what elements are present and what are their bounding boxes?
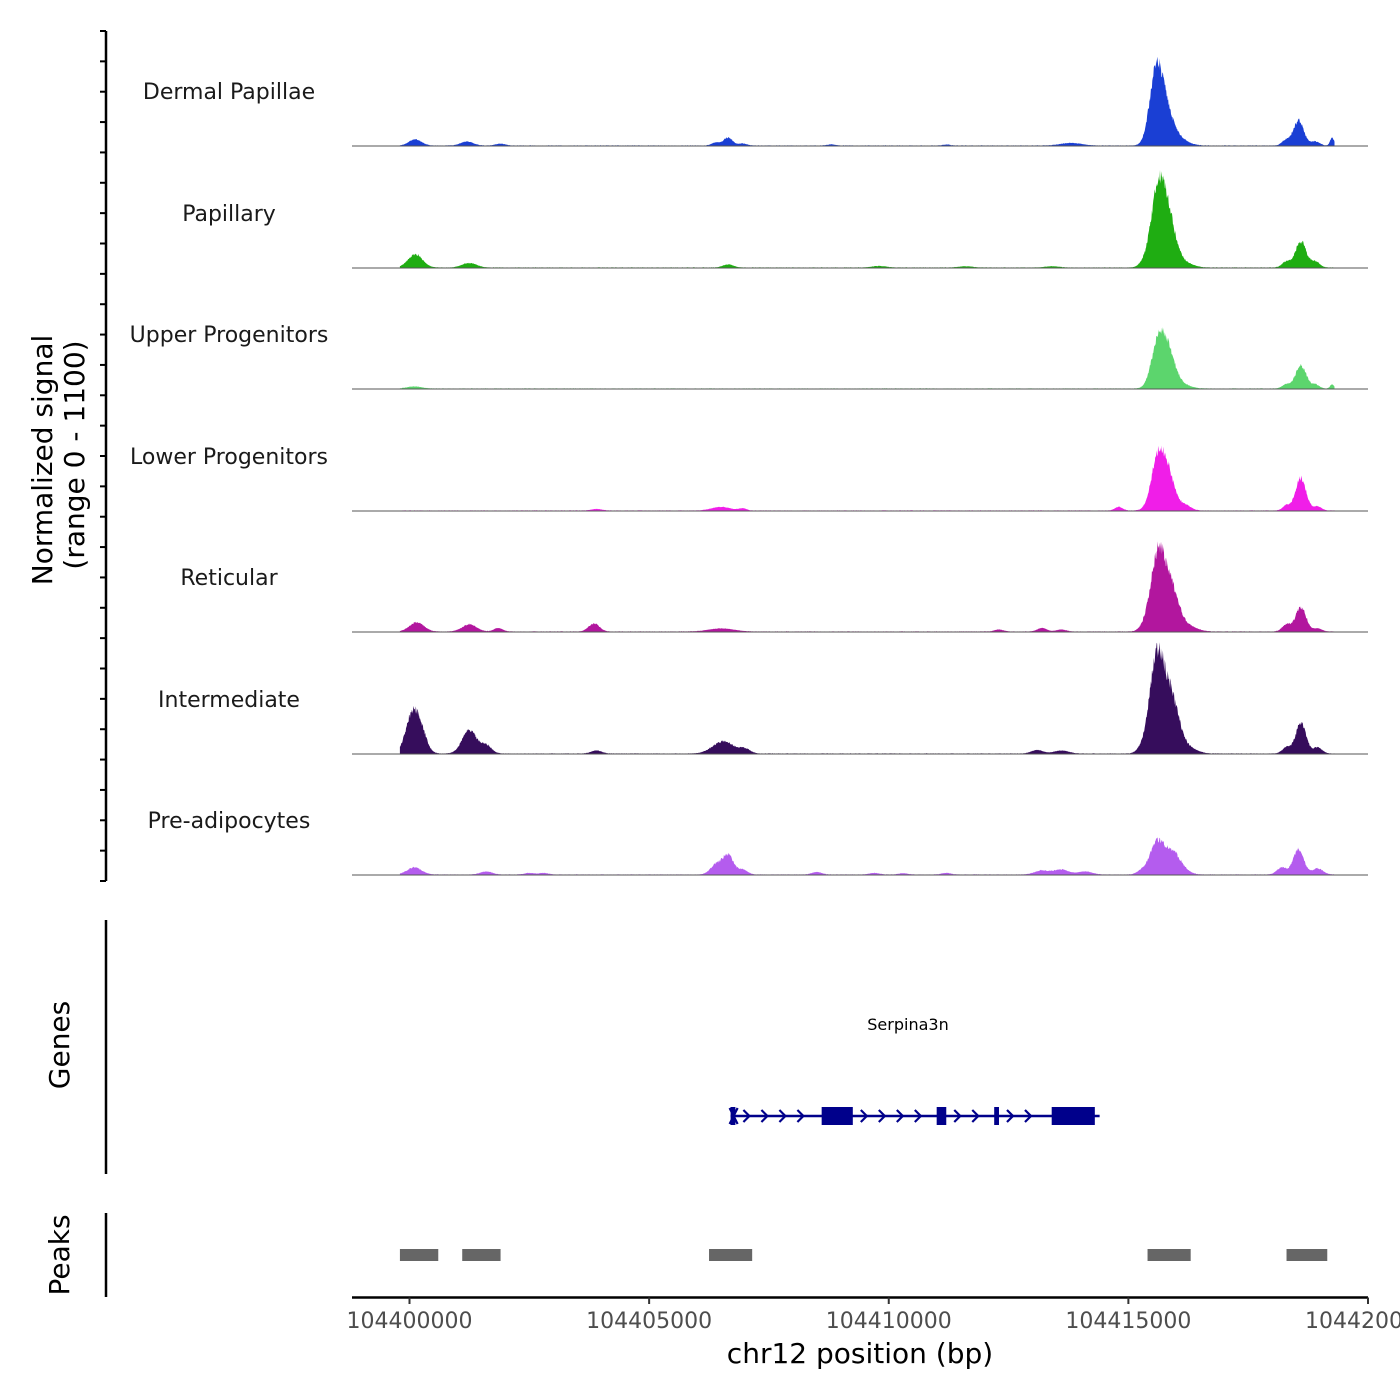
gene-exon-4	[994, 1107, 999, 1125]
track-papillary	[352, 170, 1368, 269]
peak-region-4	[1147, 1249, 1191, 1261]
track-label-upper-progenitors: Upper Progenitors	[130, 323, 329, 348]
track-label-intermediate: Intermediate	[158, 688, 300, 713]
gene-label-serpina3n: Serpina3n	[867, 1015, 948, 1034]
x-tick-label-4: 104420000	[1305, 1309, 1400, 1334]
strand-arrow	[878, 1109, 887, 1123]
peak-region-5	[1286, 1249, 1328, 1261]
track-label-pre-adipocytes: Pre-adipocytes	[148, 809, 311, 834]
track-reticular	[352, 541, 1368, 633]
strand-arrow	[1006, 1109, 1015, 1123]
signal-area-pre-adipocytes	[399, 837, 1335, 875]
signal-area-papillary	[399, 170, 1335, 268]
strand-arrow	[896, 1109, 905, 1123]
track-lower-progenitors	[352, 445, 1368, 512]
strand-arrow	[953, 1109, 962, 1123]
x-axis-ticks	[408, 1297, 1369, 1304]
genes-panel-title: Genes	[43, 1001, 76, 1089]
gene-exon-5	[1051, 1107, 1095, 1125]
track-label-dermal-papillae: Dermal Papillae	[143, 80, 315, 105]
gene-model	[728, 1107, 1100, 1125]
track-label-reticular: Reticular	[180, 566, 278, 591]
peaks-panel-title: Peaks	[43, 1214, 76, 1295]
track-label-lower-progenitors: Lower Progenitors	[130, 445, 328, 470]
peak-region-2	[462, 1249, 501, 1261]
signal-area-lower-progenitors	[399, 445, 1335, 511]
strand-arrow	[971, 1109, 980, 1123]
signal-area-upper-progenitors	[399, 327, 1335, 389]
strand-arrow	[914, 1109, 923, 1123]
x-tick-label-1: 104405000	[586, 1309, 712, 1334]
track-label-papillary: Papillary	[182, 202, 276, 227]
gene-exon-3	[936, 1107, 947, 1125]
track-dermal-papillae	[352, 56, 1368, 147]
strand-arrow	[760, 1109, 769, 1123]
peak-regions	[399, 1249, 1328, 1261]
strand-arrow	[778, 1109, 787, 1123]
signal-area-reticular	[399, 541, 1335, 632]
peak-region-1	[399, 1249, 439, 1261]
track-intermediate	[352, 642, 1368, 755]
x-axis-title: chr12 position (bp)	[727, 1337, 993, 1370]
gene-start-mark	[728, 1107, 739, 1125]
track-upper-progenitors	[352, 327, 1368, 390]
strand-arrow	[1024, 1109, 1033, 1123]
signal-y-axis-ticks	[100, 30, 106, 882]
signal-area-dermal-papillae	[399, 56, 1335, 147]
y-axis-title-line1: Normalized signal	[26, 335, 59, 586]
peak-region-3	[709, 1249, 753, 1261]
signal-tracks	[352, 56, 1368, 876]
x-tick-label-3: 104415000	[1065, 1309, 1191, 1334]
x-tick-label-2: 104410000	[826, 1309, 952, 1334]
strand-arrow	[860, 1109, 869, 1123]
strand-arrow	[796, 1109, 805, 1123]
strand-arrow	[742, 1109, 751, 1123]
y-axis-title-line2: (range 0 - 1100)	[58, 340, 91, 569]
signal-area-intermediate	[399, 642, 1335, 754]
track-pre-adipocytes	[352, 837, 1368, 876]
gene-exon-2	[821, 1107, 853, 1125]
x-tick-label-0: 104400000	[347, 1309, 473, 1334]
